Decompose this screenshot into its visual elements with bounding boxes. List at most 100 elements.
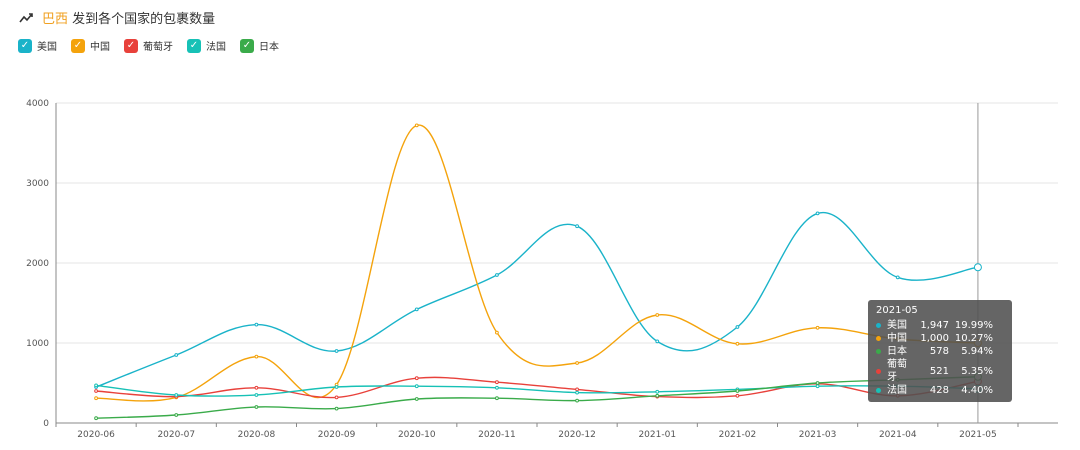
- data-point: [254, 405, 259, 409]
- x-tick-label: 2021-02: [719, 430, 757, 440]
- data-point: [254, 385, 259, 390]
- y-tick-label: 0: [43, 419, 49, 429]
- x-tick-label: 2020-11: [478, 430, 516, 440]
- data-point: [414, 397, 419, 401]
- data-point: [815, 211, 820, 216]
- series-line: [95, 384, 978, 397]
- data-point: [414, 307, 419, 312]
- check-icon: ✓: [240, 38, 254, 53]
- data-point: [94, 383, 98, 388]
- legend-item-usa[interactable]: ✓ 美国: [18, 38, 57, 53]
- tooltip-pct: 5.94%: [961, 346, 993, 357]
- data-point: [495, 330, 499, 335]
- data-point: [575, 398, 579, 403]
- series-dot-icon: [876, 368, 881, 374]
- data-point: [174, 353, 179, 357]
- legend-label: 美国: [37, 42, 57, 53]
- data-point: [495, 396, 499, 401]
- x-tick-label: 2020-10: [398, 430, 436, 440]
- data-point: [495, 385, 499, 390]
- data-point: [334, 406, 339, 411]
- data-point: [414, 384, 419, 389]
- check-icon: ✓: [71, 38, 85, 53]
- x-tick-label: 2021-01: [638, 430, 676, 440]
- tooltip-value: 1,000: [920, 333, 949, 344]
- data-point: [815, 325, 820, 330]
- tooltip-row: 中国 1,000 10.27%: [876, 332, 1004, 345]
- data-point: [334, 385, 339, 389]
- data-point: [174, 413, 179, 417]
- data-point: [895, 275, 900, 280]
- tooltip-pct: 5.35%: [961, 365, 993, 377]
- x-tick-label: 2021-05: [959, 430, 997, 440]
- legend-item-portugal[interactable]: ✓ 葡萄牙: [124, 38, 173, 53]
- legend-item-japan[interactable]: ✓ 日本: [240, 38, 279, 53]
- tooltip-row: 美国 1,947 19.99%: [876, 319, 1004, 332]
- x-tick-label: 2021-03: [799, 430, 837, 440]
- data-point: [655, 393, 660, 398]
- y-tick-label: 2000: [26, 259, 49, 269]
- series-line: [96, 376, 978, 419]
- legend: ✓ 美国 ✓ 中国 ✓ 葡萄牙 ✓ 法国 ✓ 日本: [18, 38, 279, 53]
- y-tick-label: 1000: [26, 339, 49, 349]
- series-dot-icon: [876, 349, 881, 354]
- data-point: [495, 380, 499, 385]
- tooltip-name: 中国: [887, 333, 907, 344]
- data-point: [254, 354, 259, 359]
- y-tick-label: 3000: [26, 179, 49, 189]
- tooltip-pct: 4.40%: [961, 385, 993, 396]
- data-point: [94, 416, 98, 421]
- series-line: [96, 376, 979, 399]
- data-point: [815, 381, 820, 385]
- y-tick-label: 4000: [26, 99, 49, 109]
- tooltip-title: 2021-05: [876, 305, 918, 316]
- data-point: [575, 387, 579, 392]
- x-tick-label: 2020-06: [77, 430, 115, 440]
- legend-item-china[interactable]: ✓ 中国: [71, 38, 110, 53]
- check-icon: ✓: [124, 38, 138, 53]
- chart-header: 巴西 发到各个国家的包裹数量: [18, 8, 215, 27]
- x-tick-label: 2020-08: [238, 430, 276, 440]
- x-tick-label: 2020-12: [558, 430, 596, 440]
- tooltip-row: 日本 578 5.94%: [876, 345, 1004, 358]
- data-point: [735, 389, 740, 393]
- data-point: [735, 341, 740, 346]
- data-point: [94, 396, 98, 401]
- tooltip: 2021-05 美国 1,947 19.99% 中国 1,000 10.27% …: [868, 300, 1012, 402]
- data-point: [254, 393, 259, 397]
- series-line: [95, 211, 979, 388]
- legend-label: 法国: [206, 42, 226, 53]
- series-dot-icon: [876, 388, 881, 393]
- series-dot-icon: [876, 323, 881, 328]
- tooltip-row: 葡萄牙 521 5.35%: [876, 358, 1004, 384]
- data-point: [495, 273, 499, 277]
- trend-line-icon: [19, 12, 33, 22]
- data-point: [735, 325, 740, 329]
- title-accent: 巴西: [42, 12, 69, 27]
- tooltip-value: 1,947: [920, 320, 949, 331]
- tooltip-value: 521: [929, 365, 949, 377]
- data-point: [334, 395, 339, 400]
- check-icon: ✓: [187, 38, 201, 53]
- data-point: [735, 393, 740, 398]
- data-point: [414, 376, 419, 381]
- tooltip-name: 美国: [887, 320, 907, 331]
- x-tick-label: 2020-09: [318, 430, 356, 440]
- tooltip-name: 葡萄牙: [887, 359, 907, 383]
- data-point: [655, 339, 660, 344]
- chart-title: 发到各个国家的包裹数量: [72, 12, 216, 27]
- check-icon: ✓: [18, 38, 32, 53]
- data-point: [973, 263, 982, 272]
- data-point: [94, 389, 98, 393]
- data-point: [575, 390, 579, 395]
- legend-label: 中国: [90, 42, 110, 53]
- tooltip-row: 法国 428 4.40%: [876, 384, 1004, 397]
- tooltip-value: 578: [929, 346, 949, 357]
- legend-item-france[interactable]: ✓ 法国: [187, 38, 226, 53]
- data-point: [655, 389, 660, 394]
- data-point: [655, 313, 660, 317]
- data-point: [254, 322, 259, 327]
- x-tick-label: 2020-07: [157, 430, 195, 440]
- tooltip-pct: 19.99%: [954, 320, 993, 331]
